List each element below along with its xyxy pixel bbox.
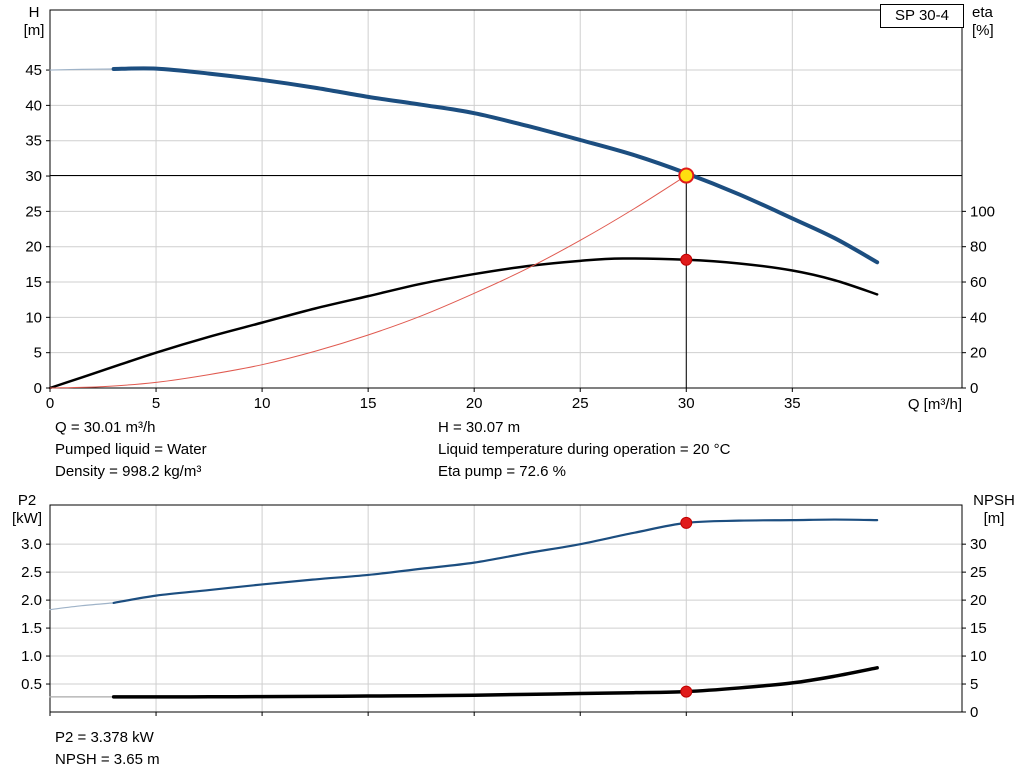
h-axis-label-line1: H <box>28 4 40 21</box>
hq-chart: 0 5 10 15 20 25 30 35 0 5 10 15 20 25 30 35 40 45 0 20 40 60 8… <box>25 9 995 412</box>
plot-frame <box>49 504 963 713</box>
axis-tick-labels: 0.5 1.0 1.5 2.0 2.5 3.0 0 5 10 15 20 25 30 <box>21 536 987 721</box>
npsh-axis-label: NPSH [m] <box>966 492 1022 528</box>
pump-model-badge: SP 30-4 <box>880 4 964 28</box>
svg-text:60: 60 <box>970 274 987 291</box>
svg-text:2.5: 2.5 <box>21 564 42 581</box>
h-axis-label: H [m] <box>14 4 54 40</box>
duty-readout-right: H = 30.07 m Liquid temperature during op… <box>438 417 730 483</box>
svg-text:20: 20 <box>466 395 483 412</box>
eta-axis-label-line1: eta <box>972 4 993 21</box>
svg-text:0: 0 <box>46 395 54 412</box>
readout-npsh: NPSH = 3.65 m <box>55 751 160 768</box>
p2-axis-label: P2 [kW] <box>4 492 50 528</box>
svg-text:1.5: 1.5 <box>21 620 42 637</box>
svg-text:20: 20 <box>25 239 42 256</box>
svg-text:10: 10 <box>970 648 987 665</box>
svg-text:25: 25 <box>970 564 987 581</box>
svg-text:20: 20 <box>970 345 987 362</box>
svg-text:20: 20 <box>970 592 987 609</box>
svg-text:15: 15 <box>25 274 42 291</box>
h-axis-label-line2: [m] <box>23 22 45 39</box>
svg-text:0.5: 0.5 <box>21 676 42 693</box>
svg-text:3.0: 3.0 <box>21 536 42 553</box>
readout-eta-pump: Eta pump = 72.6 % <box>438 463 566 480</box>
svg-text:5: 5 <box>34 345 42 362</box>
svg-text:30: 30 <box>970 536 987 553</box>
npsh-curve <box>111 666 879 699</box>
p2-curve <box>112 518 879 605</box>
duty-point-crosshair <box>50 175 962 388</box>
readout-pumped-liquid: Pumped liquid = Water <box>55 441 207 458</box>
axis-ticks <box>46 69 966 392</box>
eta-axis-label: eta [%] <box>972 4 1022 40</box>
readout-flow: Q = 30.01 m³/h <box>55 419 156 436</box>
npsh-axis-label-line2: [m] <box>983 510 1005 527</box>
svg-text:2.0: 2.0 <box>21 592 42 609</box>
duty-readout-left: Q = 30.01 m³/h Pumped liquid = Water Den… <box>55 417 207 483</box>
gridlines <box>50 505 962 712</box>
svg-text:10: 10 <box>254 395 271 412</box>
q-axis-label: Q [m³/h] <box>907 396 962 413</box>
p2-curve-low-flow-segment <box>49 602 115 611</box>
svg-text:0: 0 <box>970 380 978 397</box>
svg-text:40: 40 <box>25 97 42 114</box>
axis-ticks <box>46 543 966 716</box>
svg-text:30: 30 <box>25 168 42 185</box>
svg-text:45: 45 <box>25 62 42 79</box>
svg-text:25: 25 <box>572 395 589 412</box>
readout-head: H = 30.07 m <box>438 419 521 436</box>
npsh-axis-label-line1: NPSH <box>973 492 1015 509</box>
svg-text:15: 15 <box>970 620 987 637</box>
svg-text:15: 15 <box>360 395 377 412</box>
readout-liquid-temperature: Liquid temperature during operation = 20… <box>438 441 731 458</box>
svg-text:100: 100 <box>970 203 995 220</box>
npsh-point-marker <box>680 685 693 698</box>
h-curve-low-flow-segment <box>49 68 115 71</box>
svg-text:80: 80 <box>970 239 987 256</box>
eta-curve <box>48 257 879 390</box>
system-curve <box>49 175 687 389</box>
eta-point-marker <box>680 253 693 266</box>
gridlines <box>50 10 962 388</box>
p2-axis-label-line1: P2 <box>17 492 37 509</box>
svg-text:35: 35 <box>784 395 801 412</box>
power-npsh-readout: P2 = 3.378 kW NPSH = 3.65 m <box>55 727 160 771</box>
readout-density: Density = 998.2 kg/m³ <box>55 463 202 480</box>
eta-axis-label-line2: [%] <box>972 22 994 39</box>
svg-text:35: 35 <box>25 133 42 150</box>
p2-axis-label-line2: [kW] <box>12 510 42 527</box>
operating-point-marker[interactable] <box>678 167 695 184</box>
svg-text:0: 0 <box>34 380 42 397</box>
svg-text:1.0: 1.0 <box>21 648 42 665</box>
svg-text:25: 25 <box>25 203 42 220</box>
svg-text:5: 5 <box>152 395 160 412</box>
svg-text:5: 5 <box>970 676 978 693</box>
readout-p2: P2 = 3.378 kW <box>55 729 154 746</box>
h-curve <box>111 66 880 265</box>
axis-tick-labels: 0 5 10 15 20 25 30 35 0 5 10 15 20 25 30 35 40 45 0 20 40 60 8… <box>25 62 995 412</box>
p2-npsh-chart: 0.5 1.0 1.5 2.0 2.5 3.0 0 5 10 15 20 25 30 <box>21 504 987 721</box>
plot-frame <box>49 9 963 389</box>
svg-text:10: 10 <box>25 309 42 326</box>
svg-text:30: 30 <box>678 395 695 412</box>
p2-point-marker <box>680 516 693 529</box>
svg-text:40: 40 <box>970 309 987 326</box>
svg-text:0: 0 <box>970 704 978 721</box>
